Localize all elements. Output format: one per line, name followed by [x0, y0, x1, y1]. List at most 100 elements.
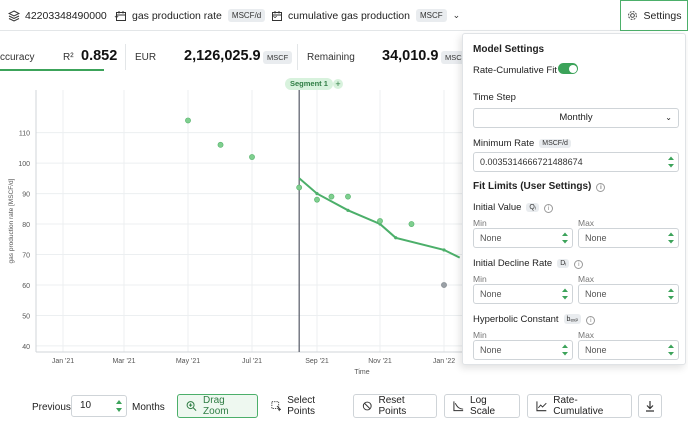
max-label: Max	[578, 274, 595, 284]
x-tick-label: Mar '21	[112, 358, 135, 365]
minimum-rate-input[interactable]: 0.0035314666721488674	[473, 152, 679, 172]
download-button[interactable]	[638, 394, 662, 418]
rate-label: gas production rate	[132, 9, 222, 22]
initial-decline-min-input[interactable]: None	[473, 284, 573, 304]
initial-decline-text: Initial Decline Rate	[473, 258, 553, 269]
stepper-icon[interactable]	[666, 154, 676, 170]
hyperbolic-label: Hyperbolic Constant bₑₓₚ i	[473, 314, 596, 325]
rate-unit-badge: MSCF/d	[227, 9, 266, 22]
data-point	[408, 221, 415, 227]
min-label: Min	[473, 218, 487, 228]
chart-line-icon	[536, 401, 547, 412]
data-point	[328, 193, 335, 200]
drag-zoom-label: Drag Zoom	[203, 395, 229, 417]
data-point	[249, 154, 255, 160]
fit-curve-vertex	[315, 191, 319, 196]
rate-cumulative-fit-toggle[interactable]	[558, 63, 578, 74]
data-point	[377, 218, 383, 224]
initial-decline-max-input[interactable]: None	[578, 284, 679, 304]
segment-badge[interactable]: Segment 1	[285, 78, 333, 90]
data-point	[217, 141, 224, 148]
divider	[297, 44, 298, 70]
x-tick-label: May '21	[176, 358, 200, 365]
info-icon[interactable]: i	[596, 183, 606, 192]
reset-points-button[interactable]: Reset Points	[353, 394, 437, 418]
initial-decline-label: Initial Decline Rate Dᵢ i	[473, 258, 584, 269]
y-tick-label: 40	[22, 344, 30, 351]
time-step-label: Time Step	[473, 92, 516, 103]
y-tick-label: 60	[22, 283, 30, 290]
initial-value-min-input[interactable]: None	[473, 228, 573, 248]
x-tick-label: Jan '22	[433, 358, 455, 365]
data-point	[296, 184, 303, 191]
stepper-icon[interactable]	[560, 286, 570, 302]
settings-label: Settings	[643, 9, 682, 22]
initial-value-max-input[interactable]: None	[578, 228, 679, 248]
well-id: 42203348490000	[25, 9, 107, 22]
model-settings-panel: Model Settings Rate-Cumulative Fit Time …	[462, 33, 686, 365]
y-tick-label: 100	[18, 161, 30, 168]
drag-zoom-button[interactable]: Drag Zoom	[177, 394, 258, 418]
settings-button[interactable]: Settings	[620, 0, 688, 31]
production-chart[interactable]: 40 50 60 70 80 90 100 110 Jan '21 Mar '21 May '21 J…	[0, 78, 462, 378]
select-points-label: Select Points	[287, 395, 316, 417]
max-label: Max	[578, 330, 595, 340]
fit-curve-vertex	[394, 236, 398, 240]
rate-cumulative-button[interactable]: Rate-Cumulative	[527, 394, 632, 418]
initial-decline-max-value: None	[585, 289, 607, 299]
y-tick-label: 50	[22, 313, 30, 320]
eur-value: 2,126,025.9	[184, 48, 261, 64]
x-tick-label: Jul '21	[242, 358, 262, 365]
minimum-rate-unit-badge: MSCF/d	[539, 139, 571, 148]
y-tick-label: 90	[22, 192, 30, 199]
info-icon[interactable]: i	[574, 260, 584, 269]
info-icon[interactable]: i	[586, 316, 596, 325]
time-step-select[interactable]: Monthly ⌄	[473, 108, 679, 128]
minimum-rate-value: 0.0035314666721488674	[480, 157, 583, 167]
panel-title: Model Settings	[473, 44, 545, 55]
add-segment-button[interactable]: +	[333, 79, 343, 89]
fit-curve	[298, 177, 461, 259]
stepper-icon[interactable]	[560, 342, 570, 358]
data-point	[345, 193, 351, 200]
max-label: Max	[578, 218, 595, 228]
log-scale-button[interactable]: Log Scale	[444, 394, 520, 418]
cumulative-label: cumulative gas production	[288, 9, 410, 22]
eur-label: EUR	[135, 52, 157, 63]
hyperbolic-max-input[interactable]: None	[578, 340, 679, 360]
initial-decline-min-value: None	[480, 289, 502, 299]
well-selector[interactable]: 42203348490000 ⌄	[8, 0, 120, 31]
time-step-value: Monthly	[559, 112, 593, 123]
stepper-icon[interactable]	[114, 397, 124, 415]
select-points-button[interactable]: Select Points	[262, 394, 346, 418]
rate-selector[interactable]: gas production rate MSCF/d ⌄	[115, 0, 279, 31]
info-icon[interactable]: i	[543, 204, 553, 213]
stepper-icon[interactable]	[666, 286, 676, 302]
fit-curve-vertex	[442, 248, 446, 252]
reset-points-label: Reset Points	[378, 395, 407, 417]
initial-value-min-value: None	[480, 233, 502, 243]
stepper-icon[interactable]	[666, 230, 676, 246]
initial-value-text: Initial Value	[473, 202, 522, 213]
months-label: Months	[132, 402, 165, 413]
calendar-icon	[116, 10, 126, 21]
minimum-rate-text: Minimum Rate	[473, 138, 535, 149]
initial-decline-badge: Dᵢ	[557, 259, 570, 268]
x-axis-label: Time	[354, 369, 369, 376]
y-axis-label: gas production rate [MSCF/d]	[8, 178, 15, 263]
hyperbolic-min-input[interactable]: None	[473, 340, 573, 360]
hyperbolic-badge: bₑₓₚ	[563, 314, 582, 324]
x-tick-label: Sep '21	[305, 358, 329, 365]
chevron-down-icon: ⌄	[665, 113, 672, 122]
fit-limits-heading: Fit Limits (User Settings) i	[473, 181, 606, 192]
cumulative-selector[interactable]: cumulative gas production MSCF ⌄	[271, 0, 460, 31]
select-area-icon	[271, 401, 282, 412]
data-point	[314, 196, 320, 203]
stepper-icon[interactable]	[560, 230, 570, 246]
chart-axis-icon	[453, 401, 464, 412]
download-icon	[646, 401, 654, 412]
min-label: Min	[473, 330, 487, 340]
x-tick-label: Jan '21	[52, 358, 74, 365]
previous-months-input[interactable]: 10	[71, 395, 127, 417]
stepper-icon[interactable]	[666, 342, 676, 358]
